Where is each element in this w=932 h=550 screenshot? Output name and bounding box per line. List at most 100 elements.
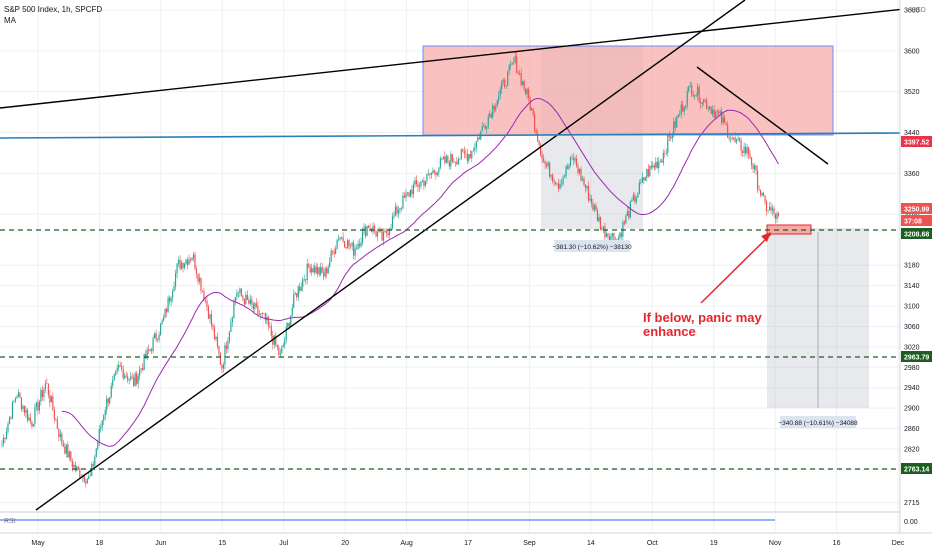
candle-body	[50, 396, 52, 403]
candle-body	[174, 273, 177, 287]
candle-body	[554, 182, 557, 185]
candle-body	[605, 233, 608, 238]
candle-body	[644, 177, 646, 181]
candle-body	[152, 338, 154, 351]
candle-body	[762, 192, 765, 196]
candle-body	[38, 401, 41, 411]
candle-body	[471, 151, 473, 159]
candle-body	[496, 100, 498, 107]
candle-body	[49, 395, 51, 403]
candle-body	[176, 263, 178, 274]
candle-body	[121, 366, 123, 370]
candle-body	[487, 116, 489, 127]
candle-body	[194, 254, 196, 270]
candle-body	[568, 165, 570, 169]
candle-body	[44, 383, 46, 390]
candle-body	[557, 183, 560, 189]
candle-body	[46, 383, 48, 385]
candle-body	[154, 333, 156, 339]
candle-body	[761, 192, 763, 196]
candle-body	[528, 89, 530, 99]
candle-body	[758, 189, 760, 190]
currency-label: USD	[911, 7, 926, 14]
candle-body	[284, 339, 286, 345]
candle-body	[94, 456, 96, 466]
candle-body	[505, 86, 507, 87]
candle-body	[468, 154, 470, 161]
candle-body	[34, 407, 36, 424]
candle-body	[366, 225, 368, 236]
candle-body	[56, 419, 58, 429]
candle-body	[348, 240, 350, 246]
candle-body	[302, 279, 304, 288]
candle-body	[118, 365, 120, 368]
candle-body	[489, 113, 491, 117]
candle-body	[727, 125, 729, 138]
candle-body	[456, 161, 458, 165]
candle-body	[746, 147, 748, 154]
candle-body	[466, 154, 468, 161]
candle-body	[269, 325, 271, 327]
candle-body	[267, 317, 269, 326]
candle-body	[186, 259, 189, 265]
candle-body	[378, 230, 380, 233]
candle-body	[89, 475, 91, 477]
candle-body	[529, 98, 531, 110]
candle-body	[116, 367, 118, 371]
candle-body	[396, 206, 398, 214]
y-tick-label: 2900	[904, 406, 920, 413]
measure-label-2: −340.88 (−10.61%) −34088	[778, 420, 858, 427]
candle-body	[318, 267, 320, 275]
candle-body	[592, 203, 594, 210]
candle-body	[441, 158, 443, 160]
candle-body	[165, 308, 168, 313]
trend-lines	[0, 0, 932, 511]
candle-body	[537, 133, 539, 142]
candle-body	[631, 199, 633, 202]
candle-body	[546, 164, 548, 167]
candle-body	[151, 349, 153, 351]
x-tick-label: 14	[587, 540, 595, 547]
candle-body	[233, 302, 235, 319]
x-tick-label: Nov	[769, 540, 782, 547]
candle-body	[499, 89, 501, 96]
price-label: 2763.14	[904, 467, 929, 474]
candle-body	[14, 398, 17, 401]
candle-body	[297, 286, 299, 298]
candle-body	[596, 210, 599, 222]
candle-body	[136, 373, 138, 384]
candle-body	[706, 100, 708, 109]
candle-body	[774, 213, 777, 220]
candle-body	[263, 313, 265, 315]
candle-body	[548, 162, 551, 177]
candle-body	[270, 326, 272, 336]
candle-body	[617, 237, 620, 240]
candle-body	[391, 216, 394, 229]
candle-body	[352, 242, 355, 256]
candle-body	[593, 205, 596, 210]
candle-body	[728, 137, 730, 139]
candle-body	[367, 225, 370, 228]
candle-body	[713, 109, 715, 118]
candle-body	[610, 235, 612, 242]
candle-body	[736, 140, 738, 142]
candle-body	[70, 451, 72, 461]
candle-body	[433, 170, 435, 173]
candle-body	[694, 95, 696, 97]
candle-body	[381, 230, 383, 241]
candle-body	[604, 226, 606, 238]
candle-body	[486, 126, 488, 129]
candle-body	[765, 201, 768, 211]
candle-body	[86, 479, 88, 484]
candle-body	[279, 353, 281, 355]
candle-body	[180, 262, 183, 269]
candle-body	[587, 185, 590, 201]
falling-trendline	[696, 66, 829, 165]
candle-body	[303, 279, 305, 280]
candle-body	[339, 237, 341, 240]
y-tick-label: 3180	[904, 263, 920, 270]
candle-body	[242, 295, 244, 299]
candle-body	[753, 165, 756, 170]
candle-body	[74, 464, 76, 471]
